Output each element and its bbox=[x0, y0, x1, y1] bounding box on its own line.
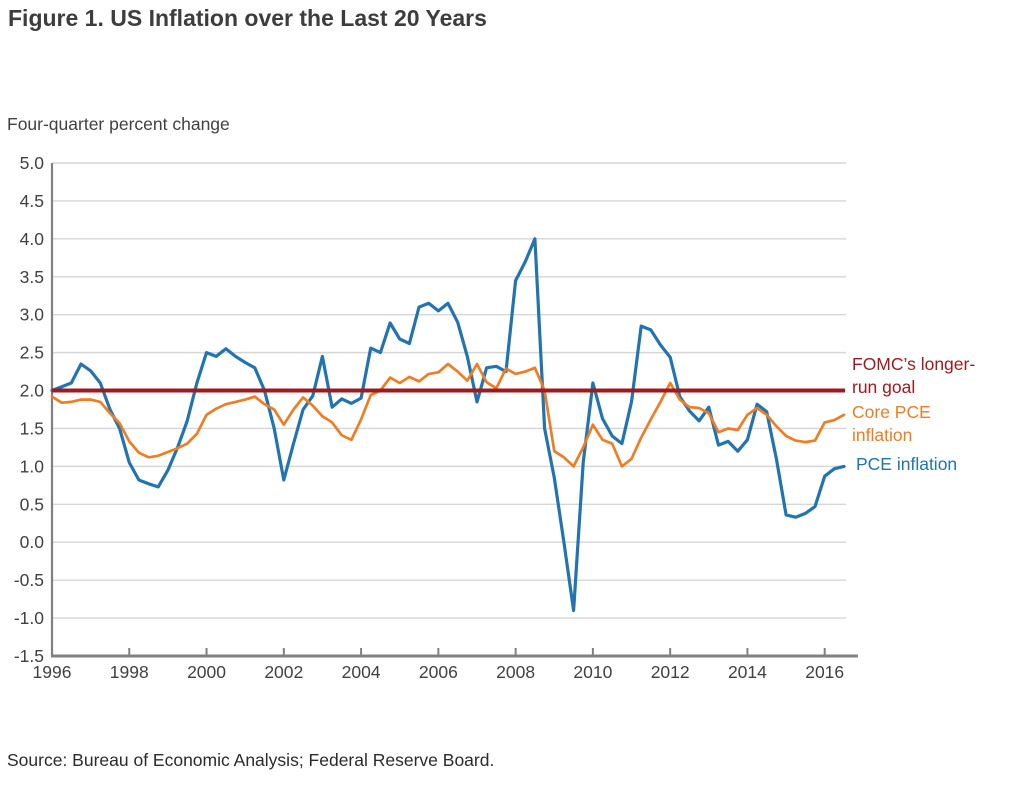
x-tick-label-2000: 2000 bbox=[187, 662, 226, 682]
legend-fomc-line1: FOMC’s longer- bbox=[852, 354, 976, 374]
x-tick-label-2006: 2006 bbox=[419, 662, 458, 682]
y-tick-label-1.5: 1.5 bbox=[20, 418, 44, 438]
x-tick-label-2014: 2014 bbox=[728, 662, 767, 682]
x-tick-label-2002: 2002 bbox=[264, 662, 303, 682]
x-tick-label-1998: 1998 bbox=[110, 662, 149, 682]
x-tick-label-2010: 2010 bbox=[573, 662, 612, 682]
source-note: Source: Bureau of Economic Analysis; Fed… bbox=[7, 750, 495, 770]
x-tick-label-2008: 2008 bbox=[496, 662, 535, 682]
y-tick-label--0.5: -0.5 bbox=[14, 570, 44, 590]
y-tick-label-2.5: 2.5 bbox=[20, 343, 44, 363]
y-tick-label-3: 3.0 bbox=[20, 305, 45, 325]
series-line-core-pce-inflation bbox=[50, 362, 846, 468]
legend-fomc-longer-run-goal: FOMC’s longer- run goal bbox=[852, 353, 975, 399]
x-tick-label-2016: 2016 bbox=[805, 662, 844, 682]
y-tick-label-0: 0.0 bbox=[20, 532, 45, 552]
y-tick-label-0.5: 0.5 bbox=[20, 494, 44, 514]
y-tick-label-2: 2.0 bbox=[20, 381, 45, 401]
page-title: Figure 1. US Inflation over the Last 20 … bbox=[8, 5, 487, 31]
legend-core-pce-inflation: Core PCE inflation bbox=[852, 401, 931, 447]
legend-pce-inflation: PCE inflation bbox=[856, 453, 957, 476]
x-tick-label-1996: 1996 bbox=[33, 662, 72, 682]
y-tick-label-5: 5.0 bbox=[20, 153, 45, 173]
y-tick-label-4.5: 4.5 bbox=[20, 191, 44, 211]
y-tick-label-1: 1.0 bbox=[20, 456, 45, 476]
legend-core-line2: inflation bbox=[852, 425, 913, 445]
y-tick-label-3.5: 3.5 bbox=[20, 267, 44, 287]
y-tick-label--1.5: -1.5 bbox=[14, 646, 44, 666]
y-axis-unit-label: Four-quarter percent change bbox=[7, 114, 230, 134]
y-tick-label--1: -1.0 bbox=[14, 608, 44, 628]
legend-core-line1: Core PCE bbox=[852, 402, 931, 422]
x-tick-label-2012: 2012 bbox=[651, 662, 690, 682]
y-tick-label-4: 4.0 bbox=[20, 229, 45, 249]
series-line-pce-inflation bbox=[50, 237, 846, 613]
legend-fomc-line2: run goal bbox=[852, 377, 916, 397]
legend-pce-line1: PCE inflation bbox=[856, 454, 958, 474]
x-tick-label-2004: 2004 bbox=[342, 662, 381, 682]
